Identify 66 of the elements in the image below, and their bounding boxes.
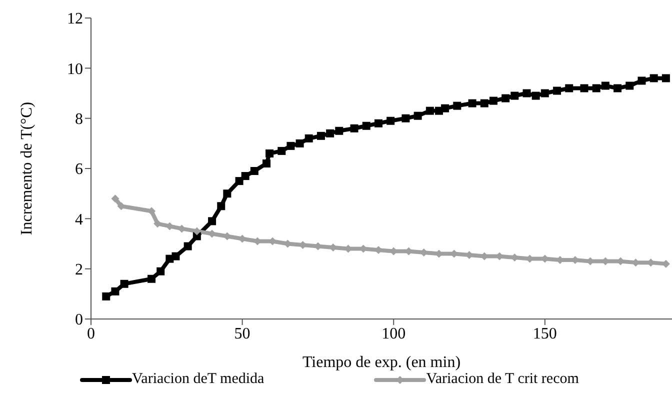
point	[553, 86, 562, 95]
x-tick-label: 150	[532, 325, 557, 342]
y-tick-label: 0	[75, 312, 83, 329]
point	[304, 134, 313, 142]
point	[480, 99, 488, 108]
point	[111, 287, 120, 296]
y-tick-label: 2	[75, 262, 83, 279]
point	[235, 177, 244, 186]
y-tick-label: 12	[67, 10, 83, 28]
point	[374, 119, 382, 128]
point	[266, 149, 274, 158]
point	[362, 122, 370, 130]
point	[662, 74, 670, 82]
y-tick-label: 8	[75, 111, 83, 128]
x-tick-label: 100	[382, 325, 406, 342]
point	[402, 114, 410, 122]
point	[626, 82, 634, 90]
point	[350, 124, 358, 132]
point	[286, 142, 295, 150]
point	[441, 104, 450, 112]
point	[296, 139, 304, 148]
point	[208, 217, 216, 226]
point	[262, 159, 271, 168]
point	[502, 94, 510, 102]
point	[601, 82, 610, 90]
point	[650, 74, 658, 82]
point	[241, 172, 250, 180]
point	[192, 227, 201, 236]
point	[426, 106, 434, 115]
point	[453, 102, 462, 110]
point	[102, 292, 110, 300]
y-tick-label: 4	[75, 211, 83, 228]
point	[489, 96, 498, 105]
point	[217, 202, 226, 210]
point	[316, 132, 325, 140]
point	[522, 89, 531, 98]
point	[184, 242, 192, 250]
point	[565, 84, 574, 92]
point	[638, 76, 646, 85]
point	[540, 89, 549, 98]
point	[111, 194, 120, 203]
point	[386, 116, 395, 125]
x-axis-title: Tiempo de exp. (en min)	[302, 354, 461, 371]
legend-label: Variacion deT medida	[132, 371, 264, 388]
legend-label: Variacion de T crit recom	[426, 371, 579, 388]
point	[156, 267, 165, 276]
x-tick-label: 50	[234, 325, 250, 342]
point	[278, 146, 286, 155]
point	[532, 92, 540, 100]
x-tick-label: 0	[87, 325, 95, 342]
point	[580, 84, 588, 92]
point	[592, 84, 600, 92]
point	[326, 129, 334, 138]
y-axis-title: Incremento de T(°C)	[18, 102, 36, 236]
y-tick-label: 6	[75, 161, 83, 178]
point	[614, 84, 622, 92]
point	[172, 252, 180, 260]
point	[120, 280, 128, 288]
point	[468, 99, 476, 108]
point	[148, 274, 156, 283]
point	[510, 92, 519, 100]
y-tick-label: 10	[67, 60, 83, 78]
point	[335, 126, 344, 135]
point	[223, 190, 232, 198]
point	[250, 167, 258, 176]
point	[414, 112, 422, 120]
